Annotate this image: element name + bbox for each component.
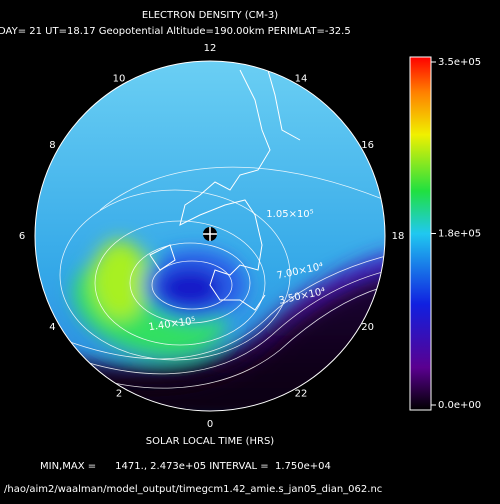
file-path: /hao/aim2/waalman/model_output/timegcm1.… xyxy=(4,484,382,495)
hour-label: 6 xyxy=(19,231,25,242)
colorbar xyxy=(409,56,432,411)
density-field xyxy=(35,61,385,411)
hour-label: 0 xyxy=(207,419,213,430)
hour-label: 22 xyxy=(295,389,308,400)
colorbar-tick-label: 1.8e+05 xyxy=(438,229,481,240)
subtitle: DAY= 21 UT=18.17 Geopotential Altitude=1… xyxy=(0,26,351,37)
hour-label: 2 xyxy=(116,389,122,400)
hour-label: 4 xyxy=(49,322,55,333)
colorbar-tick-label: 3.5e+05 xyxy=(438,57,481,68)
min-max-line: MIN,MAX = 1471., 2.473e+05 INTERVAL = 1.… xyxy=(40,461,331,472)
hour-label: 12 xyxy=(204,43,217,54)
hour-label: 10 xyxy=(113,73,126,84)
plot-boundary xyxy=(34,60,386,412)
hour-label: 8 xyxy=(49,140,55,151)
hour-labels: 12 14 16 18 20 22 0 2 4 6 8 10 xyxy=(19,43,405,430)
hour-label: 20 xyxy=(361,322,374,333)
contour-label: 1.05×10⁵ xyxy=(266,209,313,220)
title: ELECTRON DENSITY (CM-3) xyxy=(142,10,278,21)
coastlines xyxy=(149,61,301,311)
colorbar-ticks: 3.5e+05 1.8e+05 0.0e+00 xyxy=(431,57,481,411)
hour-label: 18 xyxy=(392,231,405,242)
subsolar-marker xyxy=(203,227,217,241)
hour-label: 14 xyxy=(295,73,308,84)
contour-lines xyxy=(39,166,385,389)
x-axis-label: SOLAR LOCAL TIME (HRS) xyxy=(146,436,275,447)
colorbar-tick-label: 0.0e+00 xyxy=(438,400,481,411)
hour-label: 16 xyxy=(361,140,374,151)
